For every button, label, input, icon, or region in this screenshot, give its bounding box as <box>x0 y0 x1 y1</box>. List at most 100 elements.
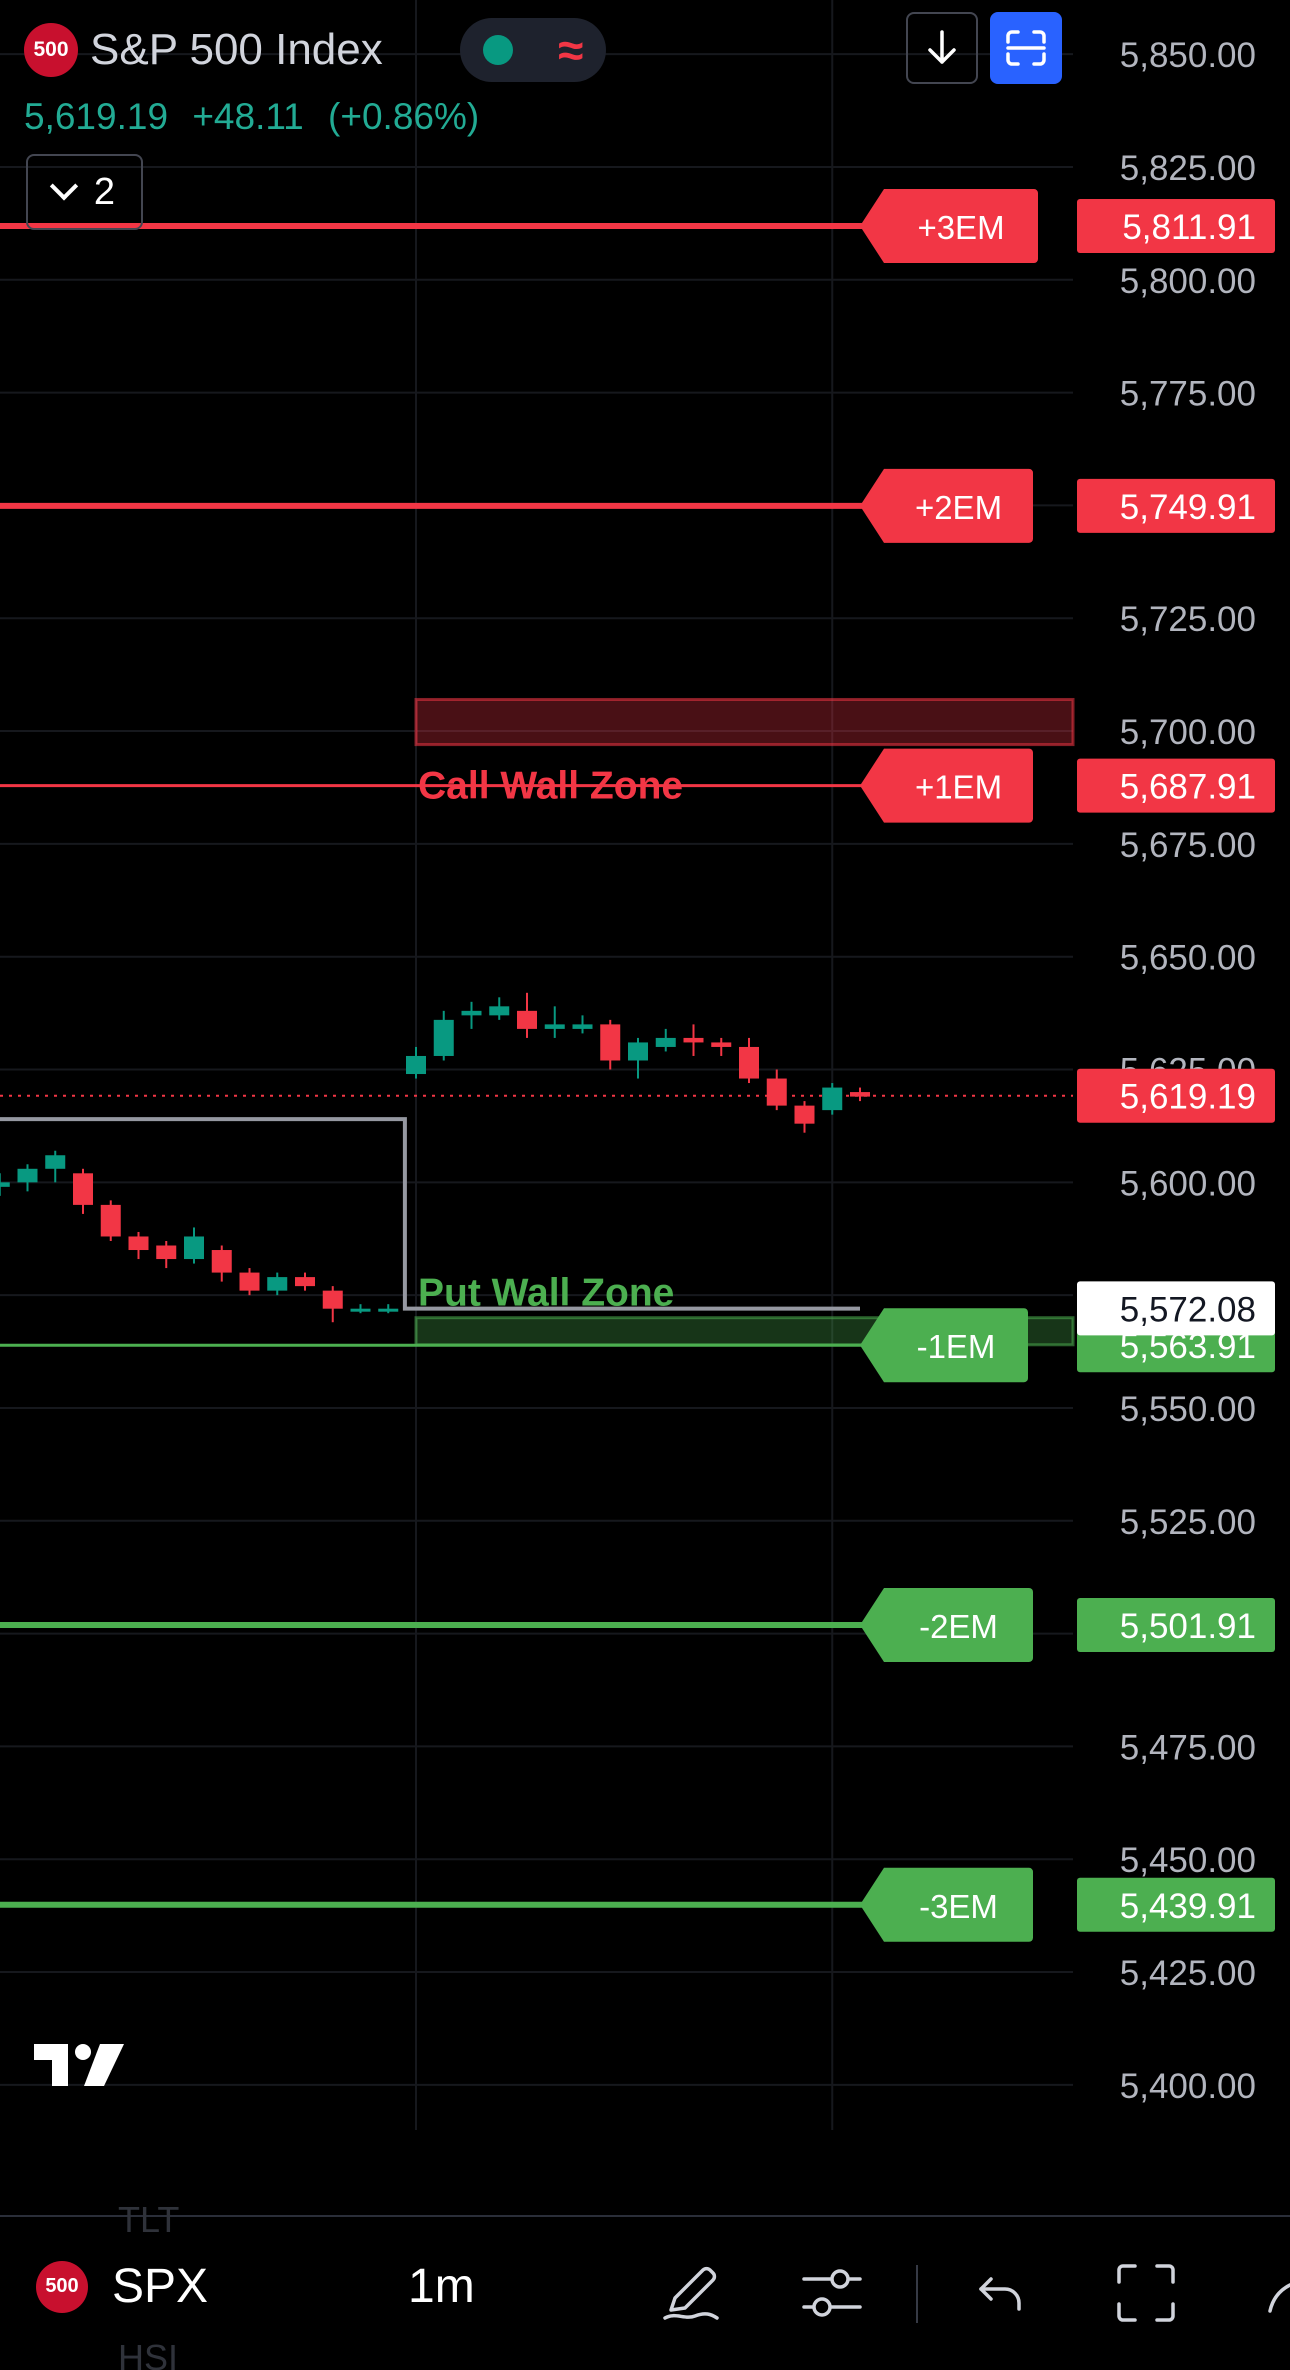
level-price-label: 5,439.91 <box>1120 1887 1256 1926</box>
price-chart[interactable]: +3EM +2EM +1EM -1EM -2EM -3EM Call Wall Zone Pu… <box>0 0 1290 2130</box>
candle-body <box>766 1078 787 1106</box>
level-tag-label: -3EM <box>919 1888 998 1925</box>
candle-body <box>184 1236 204 1260</box>
interval-selector[interactable]: 1m <box>408 2260 475 2313</box>
zone-label: Put Wall Zone <box>418 1272 674 1315</box>
indicators-settings-button[interactable] <box>796 2257 868 2329</box>
quote-line: 5,619.19 +48.11 (+0.86%) <box>24 96 493 138</box>
y-axis-tick-label: 5,775.00 <box>1120 375 1256 414</box>
candle-body <box>794 1105 815 1124</box>
candle-body <box>17 1168 38 1183</box>
candle-body <box>45 1155 66 1169</box>
level-price-box <box>1077 758 1275 813</box>
indicators-collapse-button[interactable]: 2 <box>26 154 143 230</box>
expand-icon <box>1006 30 1046 66</box>
undo-icon <box>979 2277 1021 2311</box>
expand-button[interactable] <box>990 12 1062 84</box>
candle-body <box>100 1204 121 1237</box>
candle-body <box>544 1024 565 1029</box>
candle-body <box>406 1055 426 1075</box>
symbol-selector[interactable]: 500 SPX <box>36 2259 208 2314</box>
y-axis-tick-label: 5,650.00 <box>1120 939 1256 978</box>
candle-body <box>628 1042 648 1061</box>
level-tag-label: +2EM <box>915 489 1002 526</box>
y-axis-tick-label: 5,725.00 <box>1120 600 1256 639</box>
arrow-down-icon <box>928 30 956 64</box>
price-change: +48.11 <box>192 96 304 137</box>
more-tools-button[interactable] <box>1250 2257 1290 2329</box>
toolbar-divider <box>916 2265 918 2323</box>
drawing-tool-button[interactable] <box>654 2257 726 2329</box>
level-price-box <box>1077 1597 1275 1652</box>
last-price: 5,619.19 <box>24 96 169 137</box>
bottom-toolbar: TLT HSI 500 SPX 1m <box>0 2199 1290 2370</box>
ruler-icon <box>1268 2283 1290 2313</box>
pen-icon <box>663 2266 719 2320</box>
level-price-label: 5,749.91 <box>1120 488 1256 527</box>
session-range-box <box>0 1117 860 1311</box>
candle-body <box>156 1245 177 1260</box>
candle-body <box>128 1236 149 1251</box>
candle-body <box>378 1308 399 1312</box>
candle-body <box>850 1092 870 1097</box>
candle-body <box>711 1042 732 1047</box>
candle-body <box>655 1037 676 1047</box>
y-axis-tick-label: 5,800.00 <box>1120 262 1256 301</box>
y-axis-tick-label: 5,450.00 <box>1120 1841 1256 1880</box>
symbol-badge: 500 <box>24 23 78 77</box>
wave-icon: ≈ <box>558 24 584 76</box>
level-tag <box>860 1587 1033 1662</box>
symbol-badge-small: 500 <box>36 2260 88 2313</box>
level-price-label: 5,687.91 <box>1120 768 1256 807</box>
y-axis-tick-label: 5,675.00 <box>1120 826 1256 865</box>
zone-rect <box>414 697 1075 747</box>
y-axis-tick-label: 5,425.00 <box>1120 1954 1256 1993</box>
symbol-name: S&P 500 Index <box>90 25 383 74</box>
chevron-down-icon <box>49 172 79 201</box>
current-price-label: 5,619.19 <box>1120 1078 1256 1117</box>
y-axis-tick-label: 5,600.00 <box>1120 1164 1256 1203</box>
undo-button[interactable] <box>964 2257 1036 2329</box>
candle-body <box>433 1019 454 1056</box>
y-axis-tick-label: 5,825.00 <box>1120 149 1256 188</box>
y-axis-tick-label: 5,700.00 <box>1120 713 1256 752</box>
level-tag <box>860 189 1038 264</box>
level-tag-label: +1EM <box>915 769 1002 806</box>
current-price-box <box>1077 1068 1275 1123</box>
symbol-ticker: SPX <box>112 2260 209 2313</box>
y-axis-tick-label: 5,475.00 <box>1120 1728 1256 1767</box>
ghost-symbol-bottom: HSI <box>118 2337 179 2370</box>
level-tag-label: -1EM <box>917 1328 996 1365</box>
candle-body <box>461 1010 482 1016</box>
candle-body <box>239 1272 260 1291</box>
level-tag-label: -2EM <box>919 1608 998 1645</box>
candle-body <box>73 1173 93 1205</box>
candle-body <box>683 1037 704 1043</box>
y-axis-tick-label: 5,550.00 <box>1120 1390 1256 1429</box>
fullscreen-button[interactable] <box>1110 2257 1182 2329</box>
price-change-pct: (+0.86%) <box>328 96 480 137</box>
candle-body <box>0 1182 10 1187</box>
symbol-header[interactable]: 500 S&P 500 Index <box>24 18 383 82</box>
status-dot <box>482 35 513 65</box>
level-tag <box>860 1867 1033 1942</box>
candle-body <box>489 1006 510 1016</box>
y-axis-tick-label: 5,525.00 <box>1120 1503 1256 1542</box>
candle-body <box>822 1087 843 1111</box>
candle-body <box>572 1024 593 1029</box>
indicators-count: 2 <box>93 170 116 213</box>
level-tag <box>860 748 1033 823</box>
candle-body <box>267 1277 288 1291</box>
sliders-icon <box>802 2269 862 2317</box>
download-button[interactable] <box>906 12 978 84</box>
candle-body <box>211 1250 232 1273</box>
level-price-box <box>1077 1877 1275 1932</box>
level-price-label: 5,811.91 <box>1122 208 1256 247</box>
indicator-toggle[interactable]: ≈ <box>460 18 606 82</box>
level-tag-label: +3EM <box>917 209 1004 246</box>
y-axis-tick-label: 5,850.00 <box>1120 36 1256 75</box>
level-price-box <box>1077 478 1275 533</box>
zone-label: Call Wall Zone <box>418 765 683 808</box>
y-axis-tick-label: 5,400.00 <box>1120 2067 1256 2106</box>
ghost-symbol-top: TLT <box>118 2199 180 2240</box>
